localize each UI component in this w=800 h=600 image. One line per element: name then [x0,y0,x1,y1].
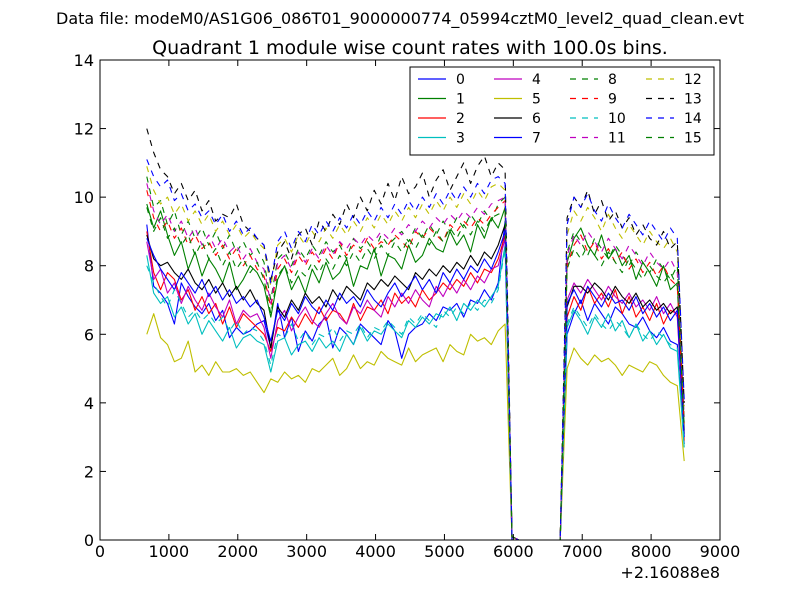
series-line-4 [146,237,685,540]
series-line-2 [146,231,685,540]
legend-label: 8 [608,72,617,88]
x-tick-label: 3000 [286,542,327,561]
axis-ticks: 0 1000 2000 3000 4000 5000 6000 7000 8000 9000 0 2 4… [74,51,741,561]
series-line-1 [146,203,685,540]
legend-label: 4 [532,72,541,88]
y-tick-label: 4 [84,394,94,413]
legend-label: 5 [532,92,541,108]
legend-label: 14 [684,111,702,127]
y-tick-label: 8 [84,257,94,276]
legend-label: 15 [684,131,702,147]
x-tick-label: 4000 [355,542,396,561]
series-line-13 [146,128,685,540]
y-tick-label: 0 [84,531,94,550]
legend-label: 13 [684,92,702,108]
series-layer [146,128,685,540]
suptitle: Data file: modeM0/AS1G06_086T01_90000007… [56,9,744,29]
y-tick-label: 14 [74,51,94,70]
legend-label: 7 [532,131,541,147]
series-line-12 [146,166,685,540]
series-line-7 [146,230,685,540]
x-tick-label: 0 [95,542,105,561]
legend-label: 10 [608,111,626,127]
chart-title: Quadrant 1 module wise count rates with … [152,37,668,59]
legend-label: 9 [608,92,617,108]
x-tick-label: 8000 [631,542,672,561]
x-tick-label: 1000 [149,542,190,561]
x-tick-label: 5000 [424,542,465,561]
y-tick-label: 10 [74,188,94,207]
plot-frame [99,59,721,541]
series-line-6 [146,224,685,540]
legend-label: 3 [456,131,465,147]
y-tick-label: 2 [84,462,94,481]
series-line-15 [146,207,685,540]
series-line-5 [146,313,685,540]
x-tick-label: 2000 [217,542,258,561]
legend-label: 2 [456,111,465,127]
x-offset-label: +2.16088e8 [620,563,720,582]
y-tick-label: 6 [84,325,94,344]
series-line-14 [146,159,685,540]
legend-label: 1 [456,92,465,108]
x-tick-label: 9000 [700,542,741,561]
legend-label: 11 [608,131,626,147]
y-tick-label: 12 [74,120,94,139]
series-line-11 [146,183,685,540]
legend-label: 12 [684,72,702,88]
x-tick-label: 6000 [493,542,534,561]
legend-label: 6 [532,111,541,127]
x-tick-label: 7000 [562,542,603,561]
legend-label: 0 [456,72,465,88]
legend-box [409,66,715,156]
series-line-3 [146,244,685,540]
